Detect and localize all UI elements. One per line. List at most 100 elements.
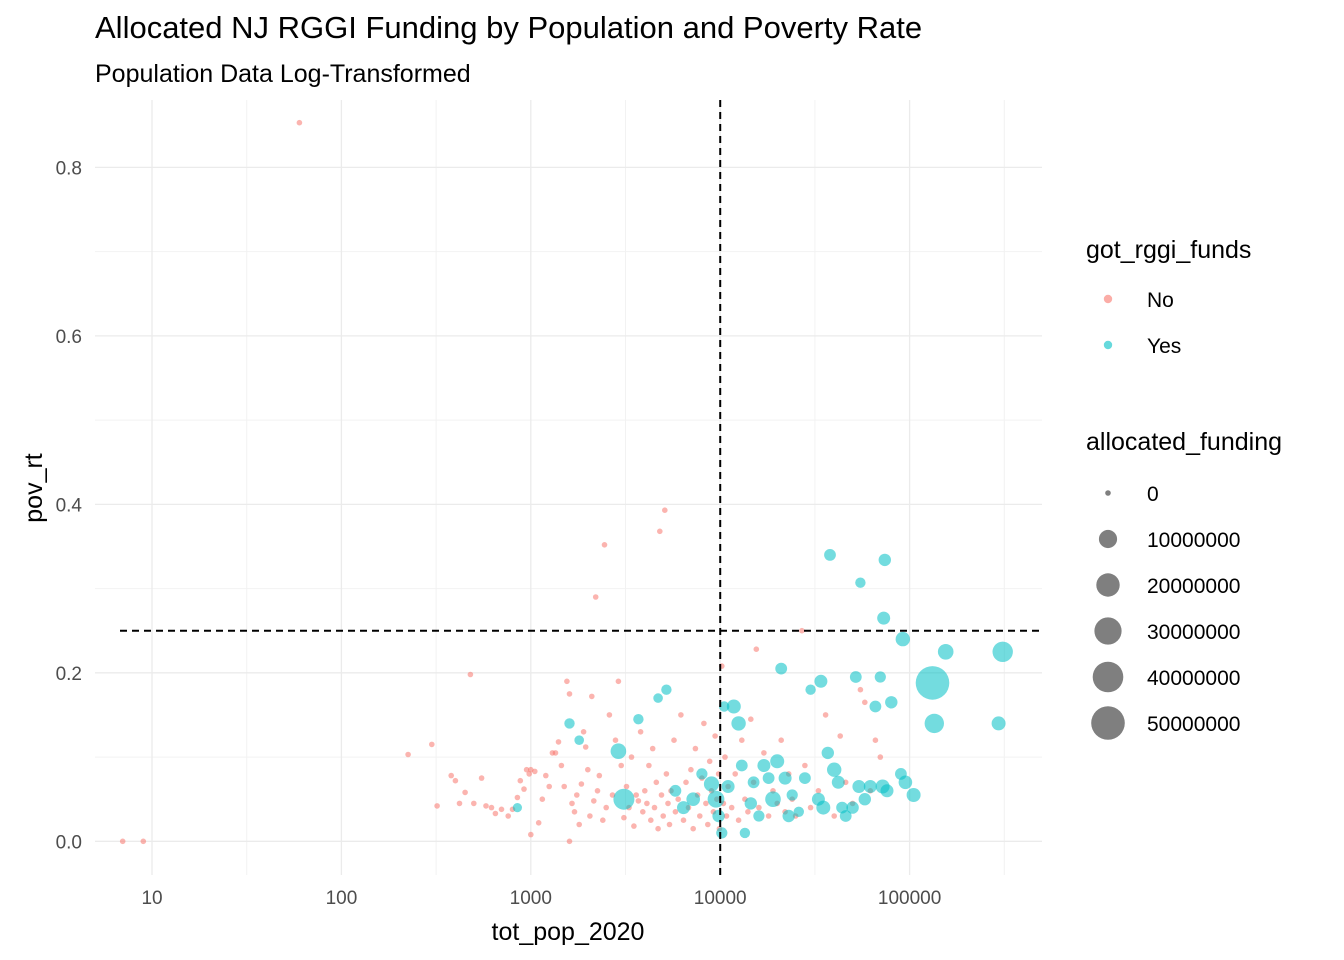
data-point-yes [719,701,730,712]
data-point-no [452,777,459,784]
data-point-no [683,779,689,786]
data-point-no [582,744,589,750]
data-point-no [488,804,495,811]
data-point-no [546,783,552,790]
data-point-no [748,716,754,722]
data-point-no [648,817,654,823]
data-point-yes [805,684,816,695]
x-tick-label: 10 [141,888,162,909]
data-point-no [651,804,658,811]
data-point-no [585,766,591,773]
data-point-no [566,691,573,697]
data-point-no [745,809,751,815]
data-point-no [837,733,843,739]
data-point-no [862,699,868,706]
chart-title: Allocated NJ RGGI Funding by Population … [95,10,923,45]
data-point-yes [721,780,735,793]
data-point-no [448,772,455,779]
data-point-yes [855,577,866,588]
data-point-no [703,800,709,807]
color-legend: got_rggi_funds No Yes [1086,236,1251,358]
data-point-no [566,838,573,845]
data-point-no [467,671,474,678]
x-tick-label: 100 [326,888,358,909]
size-legend-label: 50000000 [1147,713,1240,736]
data-point-no [722,754,728,760]
data-point-no [296,119,303,126]
data-point-no [723,813,730,819]
data-point-no [655,825,661,832]
data-point-no [594,788,601,794]
x-tick-label: 100000 [878,888,941,909]
data-point-no [633,792,639,798]
data-point-no [462,789,468,796]
data-point-no [498,806,505,813]
data-point-yes [512,803,523,813]
data-point-no [732,771,738,777]
data-point-yes [827,762,842,777]
y-tick-label: 0.6 [56,327,82,348]
size-legend-key [1096,573,1120,597]
size-legend-title: allocated_funding [1086,428,1282,456]
size-legend: allocated_funding 0 10000000 20000000 30000… [1086,428,1282,740]
data-point-no [552,750,559,756]
data-point-yes [661,684,672,695]
data-point-no [662,507,668,513]
color-legend-label: No [1147,289,1174,312]
data-point-no [701,720,707,727]
grid-minor [95,100,1042,875]
data-point-no [831,813,837,819]
y-tick-label: 0.8 [56,158,82,179]
data-point-yes [762,772,775,784]
data-point-no [528,831,534,838]
data-point-yes [786,789,798,801]
data-point-yes [824,549,836,561]
data-point-yes [814,674,828,688]
data-point-no [483,803,489,809]
data-point-no [815,788,822,794]
size-legend-key [1094,617,1122,645]
data-point-yes [898,775,913,790]
data-point-no [631,823,637,829]
data-point-yes [653,693,663,703]
data-point-no [596,772,603,779]
data-point-no [539,796,546,802]
data-point-yes [778,771,792,785]
data-point-no [692,745,699,752]
data-point-yes [885,696,898,709]
chart-subtitle: Population Data Log-Transformed [95,60,471,88]
data-point-yes [937,644,954,660]
data-point-no [675,796,681,802]
size-legend-key [1098,529,1118,549]
reference-lines [120,100,1042,875]
x-axis-ticks: 10 100 1000 10000 100000 [141,888,941,909]
data-point-yes [747,776,760,789]
data-point-yes [712,809,725,823]
data-point-yes [613,788,635,810]
data-point-no [618,762,624,769]
data-point-yes [793,806,804,817]
data-point-yes [846,801,859,814]
data-point-no [649,745,656,752]
data-point-no [706,758,713,765]
data-point-yes [731,716,746,731]
data-point-no [587,813,593,819]
x-tick-label: 10000 [694,888,747,909]
data-point-yes [992,641,1013,662]
data-point-yes [991,716,1006,731]
data-point-no [623,783,630,790]
y-tick-label: 0.4 [56,495,83,516]
data-point-yes [915,666,950,700]
data-point-no [434,803,440,809]
x-axis-title: tot_pop_2020 [492,918,645,946]
data-point-yes [633,714,644,725]
data-point-no [653,779,660,786]
data-point-no [642,788,648,794]
data-point-no [644,800,650,807]
color-legend-key [1103,294,1113,304]
data-point-no [592,594,599,600]
size-legend-key [1091,706,1125,740]
data-point-no [574,792,580,798]
data-point-yes [831,775,845,789]
grid-major [95,100,1042,875]
